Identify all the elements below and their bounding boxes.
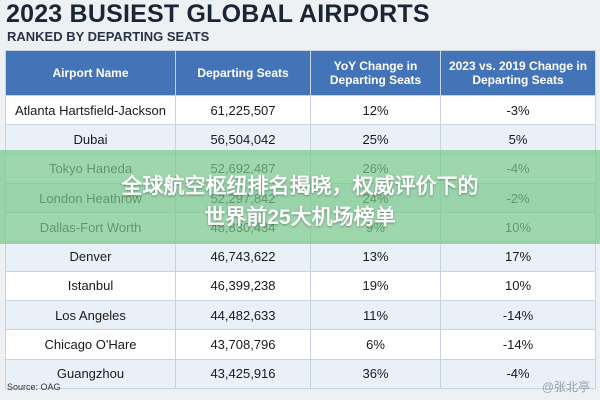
column-header: Departing Seats	[175, 50, 311, 96]
table-cell: 43,425,916	[175, 358, 311, 389]
table-cell: 25%	[310, 124, 441, 155]
table-row: Istanbul 46,399,238 19% 10%	[5, 270, 596, 302]
table-cell: Denver	[5, 241, 176, 272]
banner-text: 全球航空枢纽排名揭晓，权威评价下的	[121, 175, 479, 198]
table-cell: 46,399,238	[175, 270, 311, 302]
table-cell: Atlanta Hartsfield-Jackson	[5, 94, 176, 126]
table-row: Los Angeles 44,482,633 11% -14%	[5, 300, 596, 331]
table-cell: Guangzhou	[5, 358, 176, 389]
table-row: Dubai 56,504,042 25% 5%	[5, 124, 596, 155]
subtitle: RANKED BY DEPARTING SEATS	[7, 29, 210, 44]
table-cell: -14%	[440, 300, 596, 331]
table-cell: 61,225,507	[175, 94, 311, 126]
table-cell: 19%	[310, 270, 441, 302]
table-cell: 11%	[310, 300, 441, 331]
table-cell: Istanbul	[5, 270, 176, 302]
table-cell: 6%	[310, 329, 441, 360]
table-cell: -3%	[440, 94, 596, 126]
banner-text: 世界前25大机场榜单	[204, 206, 396, 229]
source: Source: OAG	[7, 382, 61, 392]
header-row: Airport Name Departing Seats YoY Change in…	[5, 50, 596, 96]
table-row: Denver 46,743,622 13% 17%	[5, 241, 596, 272]
table-cell: 10%	[440, 270, 596, 302]
table-cell: 43,708,796	[175, 329, 311, 360]
watermark: @张北亭	[541, 380, 590, 394]
table-cell: 13%	[310, 241, 441, 272]
table-cell: 44,482,633	[175, 300, 311, 331]
table-row: Chicago O'Hare 43,708,796 6% -14%	[5, 329, 596, 360]
column-header: YoY Change in Departing Seats	[310, 50, 441, 96]
table-cell: 56,504,042	[175, 124, 311, 155]
title: 2023 BUSIEST GLOBAL AIRPORTS	[6, 0, 430, 28]
table-cell: -4%	[440, 358, 596, 389]
table-cell: 46,743,622	[175, 241, 311, 272]
table-row: Guangzhou 43,425,916 36% -4%	[5, 358, 596, 389]
column-header: 2023 vs. 2019 Change in Departing Seats	[440, 50, 596, 96]
table-cell: 5%	[440, 124, 596, 155]
table-row: Atlanta Hartsfield-Jackson 61,225,507 12% -…	[5, 94, 596, 126]
column-header: Airport Name	[5, 50, 176, 96]
table-cell: Chicago O'Hare	[5, 329, 176, 360]
table-cell: Los Angeles	[5, 300, 176, 331]
table-cell: -14%	[440, 329, 596, 360]
table-cell: 12%	[310, 94, 441, 126]
table-cell: 17%	[440, 241, 596, 272]
table-cell: 36%	[310, 358, 441, 389]
banner	[0, 150, 600, 244]
